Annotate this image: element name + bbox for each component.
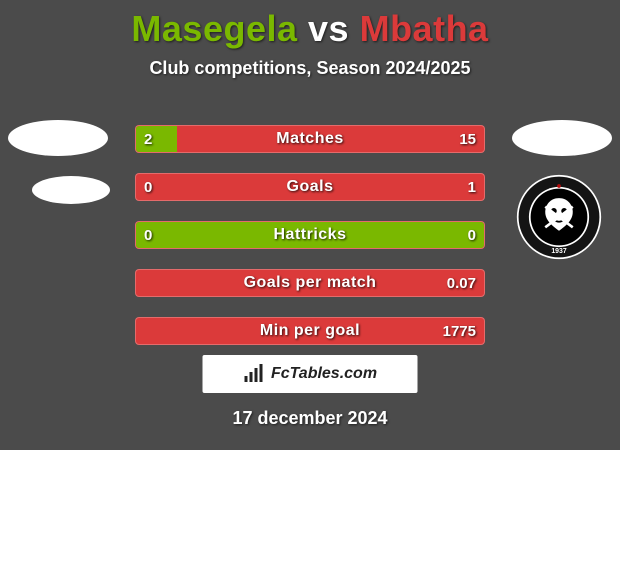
vs-label: vs [308,8,349,49]
brand-text: FcTables.com [271,365,377,383]
subtitle: Club competitions, Season 2024/2025 [0,58,620,79]
stat-label: Hattricks [136,222,484,248]
stat-bar-matches: 2 Matches 15 [135,125,485,153]
bars-icon [243,364,267,384]
stat-right-value: 1775 [435,318,484,344]
stat-right-value: 15 [451,126,484,152]
player-a-flag-placeholder [8,120,108,156]
brand-box[interactable]: FcTables.com [203,355,418,393]
stat-right-value: 0.07 [439,270,484,296]
page-title: Masegela vs Mbatha [0,0,620,50]
player-b-name: Mbatha [360,8,489,49]
stat-label: Goals [136,174,484,200]
stat-label: Goals per match [136,270,484,296]
player-b-flag-placeholder [512,120,612,156]
date-line: 17 december 2024 [0,408,620,429]
player-a-club-placeholder [32,176,110,204]
stat-label: Min per goal [136,318,484,344]
stat-bar-goals: 0 Goals 1 [135,173,485,201]
stat-bars: 2 Matches 15 0 Goals 1 0 Hattricks 0 Goa… [135,125,485,365]
stat-bar-min-per-goal: Min per goal 1775 [135,317,485,345]
player-a-name: Masegela [131,8,297,49]
player-b-club-crest: 1937 [516,174,602,260]
stat-label: Matches [136,126,484,152]
stat-bar-hattricks: 0 Hattricks 0 [135,221,485,249]
stat-bar-goals-per-match: Goals per match 0.07 [135,269,485,297]
stat-right-value: 0 [460,222,484,248]
svg-text:1937: 1937 [551,248,566,255]
comparison-stage: Masegela vs Mbatha Club competitions, Se… [0,0,620,450]
pirates-crest-icon: 1937 [516,174,602,260]
stat-right-value: 1 [460,174,484,200]
